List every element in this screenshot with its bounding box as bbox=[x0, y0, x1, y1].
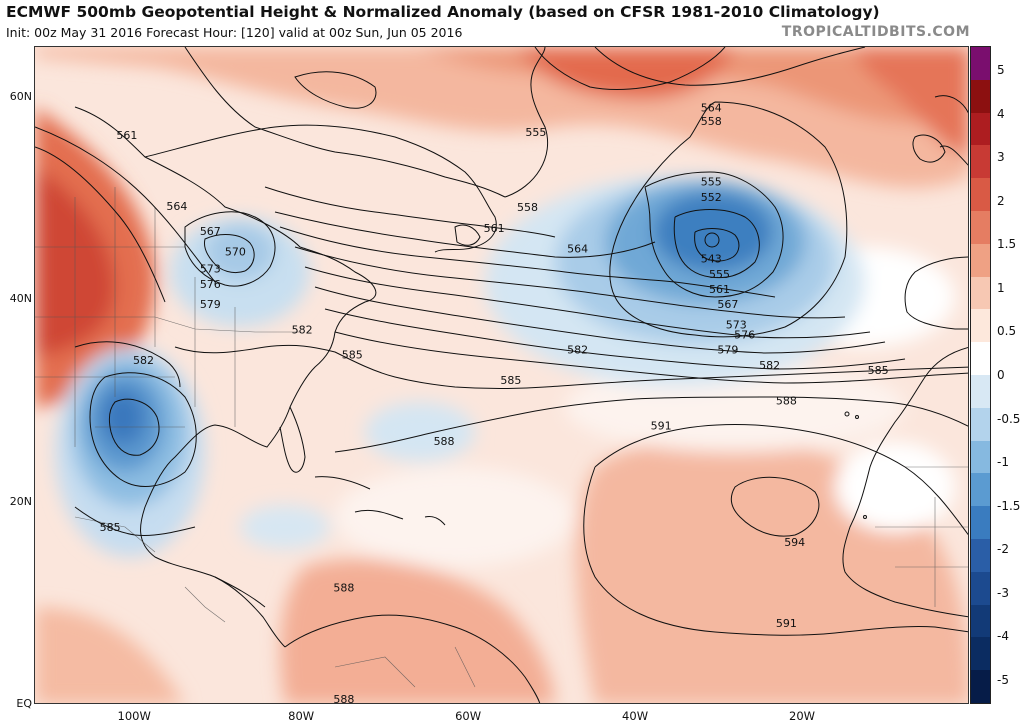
contour-label: 588 bbox=[333, 693, 354, 704]
contour-label: 576 bbox=[200, 278, 221, 291]
colorbar-segment bbox=[971, 539, 990, 573]
colorbar-segment bbox=[971, 211, 990, 245]
contour-label: 591 bbox=[651, 420, 672, 433]
contour-label: 567 bbox=[717, 298, 738, 311]
colorbar-segment bbox=[971, 178, 990, 212]
colorbar-segment bbox=[971, 506, 990, 540]
contour-label: 585 bbox=[500, 374, 521, 387]
colorbar-segment bbox=[971, 342, 990, 376]
colorbar-label: 5 bbox=[997, 63, 1005, 77]
latitude-label: 40N bbox=[9, 292, 32, 306]
contour-label: 564 bbox=[701, 102, 722, 115]
colorbar-segment bbox=[971, 637, 990, 671]
contour-label: 582 bbox=[133, 354, 154, 367]
latitude-label: EQ bbox=[16, 697, 32, 710]
anomaly-shading bbox=[35, 47, 968, 703]
colorbar-segment bbox=[971, 375, 990, 409]
colorbar-label: -1.5 bbox=[997, 498, 1021, 513]
longitude-label: 80W bbox=[288, 709, 315, 723]
colorbar-segment bbox=[971, 79, 990, 114]
height-contours bbox=[35, 47, 968, 636]
contour-label: 564 bbox=[166, 200, 187, 213]
anomaly-colorbar bbox=[970, 46, 991, 704]
colorbar-segment bbox=[971, 112, 990, 146]
contour-label: 588 bbox=[333, 582, 354, 595]
colorbar-label: -1 bbox=[997, 455, 1009, 470]
latitude-label: 60N bbox=[9, 89, 32, 103]
colorbar-label: 4 bbox=[997, 106, 1005, 121]
contour-label: 561 bbox=[116, 129, 137, 142]
colorbar-label: -3 bbox=[997, 585, 1009, 600]
colorbar-segment bbox=[971, 407, 990, 442]
colorbar-segment bbox=[971, 604, 990, 638]
contour-label: 573 bbox=[200, 263, 221, 276]
map-title: ECMWF 500mb Geopotential Height & Normal… bbox=[6, 3, 880, 21]
contour-label: 558 bbox=[701, 115, 722, 128]
contour-label: 585 bbox=[868, 364, 889, 377]
map-panel: 564 558 555 555 552 561 564 567 570 558 561 564 573 5… bbox=[34, 46, 969, 704]
contour-label: 552 bbox=[701, 191, 722, 204]
latitude-label: 20N bbox=[9, 494, 32, 508]
colorbar-segment bbox=[971, 571, 990, 606]
contour-label: 582 bbox=[567, 344, 588, 357]
map-canvas: 5645585555555525615645675705585615645735… bbox=[35, 47, 968, 704]
contour-label: 585 bbox=[342, 349, 363, 362]
political-borders bbox=[35, 187, 968, 688]
colorbar-label: -4 bbox=[997, 629, 1009, 644]
colorbar-segment bbox=[971, 473, 990, 507]
contour-label: 582 bbox=[759, 359, 780, 372]
contour-label: 564 bbox=[567, 242, 588, 255]
contour-label: 561 bbox=[709, 283, 730, 296]
contour-label: 570 bbox=[225, 245, 246, 258]
map-subtitle: Init: 00z May 31 2016 Forecast Hour: [12… bbox=[6, 25, 463, 40]
colorbar-label: -2 bbox=[997, 542, 1009, 557]
brand-watermark: TROPICALTIDBITS.COM bbox=[781, 24, 970, 40]
colorbar-label: 0.5 bbox=[997, 324, 1017, 339]
colorbar-label: 2 bbox=[997, 193, 1005, 208]
contour-label: 594 bbox=[784, 536, 805, 549]
colorbar-segment bbox=[971, 309, 990, 343]
contour-label: 543 bbox=[701, 253, 722, 266]
colorbar-segment bbox=[971, 670, 990, 703]
contour-label: 555 bbox=[701, 176, 722, 189]
contour-label: 555 bbox=[525, 126, 546, 139]
coastlines bbox=[74, 47, 968, 703]
contour-value-labels: 5645585555555525615645675705585615645735… bbox=[100, 102, 889, 704]
contour-label: 582 bbox=[292, 323, 313, 336]
contour-label: 561 bbox=[484, 222, 505, 235]
colorbar-label: -0.5 bbox=[997, 411, 1021, 426]
contour-label: 585 bbox=[100, 521, 121, 534]
contour-label: 558 bbox=[517, 201, 538, 214]
contour-label: 579 bbox=[717, 344, 738, 357]
longitude-label: 100W bbox=[117, 709, 151, 723]
colorbar-label: 1.5 bbox=[997, 237, 1017, 252]
colorbar-label: 3 bbox=[997, 150, 1005, 165]
contour-label: 573 bbox=[726, 318, 747, 331]
contour-label: 588 bbox=[434, 435, 455, 448]
contour-label: 555 bbox=[709, 268, 730, 281]
colorbar-label: 0 bbox=[997, 368, 1005, 382]
colorbar-segment bbox=[971, 47, 990, 81]
colorbar-segment bbox=[971, 440, 990, 474]
longitude-label: 20W bbox=[789, 709, 816, 723]
colorbar-segment bbox=[971, 243, 990, 278]
colorbar-segment bbox=[971, 276, 990, 310]
longitude-label: 40W bbox=[622, 709, 649, 723]
contour-label: 591 bbox=[776, 617, 797, 630]
contour-label: 588 bbox=[776, 394, 797, 407]
colorbar-segment bbox=[971, 145, 990, 179]
colorbar-label: -5 bbox=[997, 673, 1009, 687]
contour-label: 567 bbox=[200, 225, 221, 238]
contour-label: 579 bbox=[200, 298, 221, 311]
colorbar-label: 1 bbox=[997, 280, 1005, 295]
contour-label: 576 bbox=[734, 328, 755, 341]
longitude-label: 60W bbox=[455, 709, 482, 723]
